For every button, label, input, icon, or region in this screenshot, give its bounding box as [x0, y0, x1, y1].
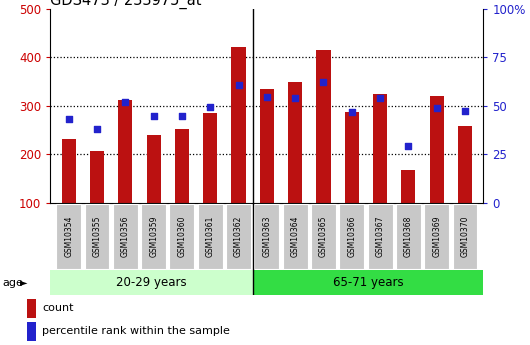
FancyBboxPatch shape — [226, 204, 251, 269]
FancyBboxPatch shape — [170, 204, 195, 269]
Point — [262, 94, 271, 100]
Text: GDS473 / 233975_at: GDS473 / 233975_at — [50, 0, 202, 9]
Text: GSM10361: GSM10361 — [206, 216, 215, 257]
Text: GSM10367: GSM10367 — [376, 216, 385, 257]
Bar — [118, 100, 132, 203]
Text: GSM10362: GSM10362 — [234, 216, 243, 257]
Text: ►: ► — [20, 278, 28, 287]
Text: GSM10359: GSM10359 — [149, 216, 158, 257]
Point — [348, 109, 356, 115]
FancyBboxPatch shape — [453, 204, 478, 269]
Text: GSM10366: GSM10366 — [347, 216, 356, 257]
Text: GSM10368: GSM10368 — [404, 216, 413, 257]
FancyBboxPatch shape — [311, 204, 336, 269]
FancyBboxPatch shape — [141, 204, 166, 269]
Text: GSM10370: GSM10370 — [461, 216, 470, 257]
Point — [93, 126, 101, 132]
Text: GSM10354: GSM10354 — [64, 216, 73, 257]
Point — [178, 114, 186, 119]
Text: GSM10360: GSM10360 — [178, 216, 187, 257]
Text: GSM10369: GSM10369 — [432, 216, 441, 257]
Bar — [232, 47, 245, 203]
Point — [206, 104, 215, 109]
Point — [404, 143, 412, 148]
Point — [149, 114, 158, 119]
Text: 20-29 years: 20-29 years — [116, 276, 187, 289]
Bar — [458, 126, 472, 203]
Text: GSM10365: GSM10365 — [319, 216, 328, 257]
FancyBboxPatch shape — [339, 204, 364, 269]
FancyBboxPatch shape — [56, 204, 81, 269]
Text: GSM10356: GSM10356 — [121, 216, 130, 257]
Bar — [147, 135, 161, 203]
Bar — [344, 111, 359, 203]
Bar — [26, 322, 36, 341]
FancyBboxPatch shape — [198, 204, 223, 269]
Text: age: age — [3, 278, 23, 287]
Bar — [260, 89, 274, 203]
Bar — [26, 299, 36, 318]
Bar — [175, 129, 189, 203]
Text: GSM10364: GSM10364 — [290, 216, 299, 257]
FancyBboxPatch shape — [396, 204, 421, 269]
Text: 65-71 years: 65-71 years — [333, 276, 403, 289]
Point — [291, 96, 299, 101]
FancyBboxPatch shape — [113, 204, 138, 269]
FancyBboxPatch shape — [254, 204, 279, 269]
Bar — [401, 170, 416, 203]
FancyBboxPatch shape — [282, 204, 307, 269]
FancyBboxPatch shape — [424, 204, 449, 269]
FancyBboxPatch shape — [368, 204, 393, 269]
Text: percentile rank within the sample: percentile rank within the sample — [42, 326, 230, 336]
Point — [432, 106, 441, 111]
Text: GSM10355: GSM10355 — [93, 216, 102, 257]
Point — [461, 108, 469, 114]
FancyBboxPatch shape — [50, 270, 253, 295]
Bar — [90, 151, 104, 203]
Bar — [316, 50, 331, 203]
Point — [121, 100, 130, 105]
Text: GSM10363: GSM10363 — [262, 216, 271, 257]
Point — [234, 82, 243, 88]
Bar — [288, 82, 302, 203]
FancyBboxPatch shape — [85, 204, 110, 269]
Bar — [373, 93, 387, 203]
Bar — [203, 113, 217, 203]
Text: count: count — [42, 304, 74, 314]
Point — [319, 80, 328, 85]
Point — [376, 96, 384, 101]
Bar — [430, 96, 444, 203]
Point — [65, 117, 73, 122]
Bar — [61, 139, 76, 203]
FancyBboxPatch shape — [253, 270, 483, 295]
